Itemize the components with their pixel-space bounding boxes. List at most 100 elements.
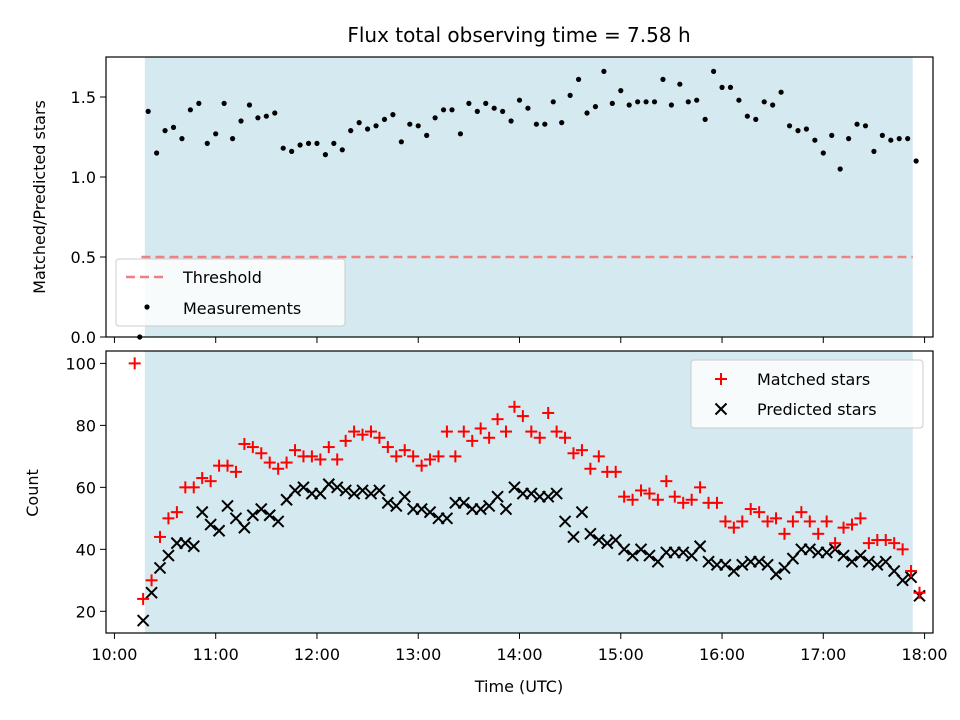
predicted-point — [592, 533, 606, 547]
matched-point — [483, 431, 496, 444]
predicted-point — [525, 487, 538, 500]
top-ytick-label: 1.5 — [71, 88, 96, 107]
cross-b — [204, 518, 217, 531]
matched-point — [888, 537, 901, 550]
top-legend: Threshold Measurements — [115, 258, 346, 327]
legend-matched-marker — [715, 373, 727, 385]
measurement-point — [179, 136, 185, 142]
matched-point — [651, 493, 664, 506]
cross-b — [288, 484, 302, 497]
measurement-point — [635, 99, 641, 105]
measurement-point — [896, 136, 902, 142]
bottom-xtick-label: 11:00 — [193, 645, 239, 664]
measurement-point — [702, 116, 708, 122]
cross-b — [373, 484, 386, 497]
matched-point — [592, 450, 605, 463]
cross-b — [491, 490, 504, 503]
matched-point — [626, 493, 639, 506]
measurement-point — [812, 137, 818, 143]
cross-b — [693, 540, 707, 553]
matched-point — [584, 462, 597, 475]
predicted-point — [693, 540, 707, 553]
matched-point — [761, 515, 774, 528]
measurement-point — [322, 152, 329, 158]
measurement-point — [795, 128, 801, 134]
measurement-point — [744, 113, 750, 119]
predicted-point — [896, 574, 909, 587]
measurement-point — [618, 88, 624, 94]
cross-b — [643, 549, 656, 562]
measurement-point — [660, 76, 666, 82]
x-axis-label: Time (UTC) — [474, 677, 563, 696]
matched-point — [432, 450, 445, 463]
matched-point — [559, 431, 572, 444]
legend-matched-label: Matched stars — [757, 370, 870, 389]
cross-b — [246, 509, 260, 522]
cross-b — [356, 484, 369, 497]
matched-point — [744, 503, 757, 516]
cross-b — [255, 502, 268, 516]
measurement-point — [170, 124, 177, 130]
cross-b — [803, 543, 817, 556]
predicted-point — [803, 543, 817, 556]
measurement-point — [575, 76, 582, 82]
predicted-point — [288, 484, 302, 497]
measurement-point — [255, 115, 261, 121]
matched-point — [162, 512, 175, 525]
measurement-point — [567, 92, 573, 98]
predicted-point — [263, 509, 276, 522]
legend-predicted-label: Predicted stars — [757, 400, 877, 419]
legend-matched-swatch — [715, 373, 727, 385]
matched-point — [424, 453, 437, 466]
matched-point — [786, 515, 799, 528]
matched-point — [643, 487, 656, 500]
measurement-point — [846, 136, 852, 142]
cross-b — [904, 571, 918, 584]
predicted-point — [457, 496, 471, 510]
matched-point — [440, 425, 453, 438]
measurement-point — [280, 145, 286, 151]
predicted-point — [862, 555, 876, 568]
matched-point — [154, 530, 167, 543]
predicted-point — [854, 549, 867, 562]
measurement-point — [626, 102, 632, 108]
matched-point — [508, 400, 521, 413]
measurement-point — [533, 121, 539, 127]
bottom-xtick-label: 17:00 — [800, 645, 846, 664]
measurement-point — [905, 136, 911, 142]
predicted-point — [187, 540, 200, 553]
predicted-point — [499, 502, 513, 516]
cross-b — [761, 558, 774, 572]
matched-point — [204, 475, 217, 488]
measurement-point — [913, 158, 919, 164]
cross-b — [364, 487, 378, 500]
measurement-point — [331, 140, 337, 146]
matched-point — [305, 450, 318, 463]
predicted-point — [331, 481, 344, 494]
matched-point — [466, 434, 479, 447]
measurement-point — [440, 107, 447, 113]
bottom-ytick-label: 40 — [76, 540, 96, 559]
matched-point — [879, 534, 892, 547]
measurement-point — [677, 81, 683, 87]
matched-point — [837, 521, 850, 534]
predicted-point — [423, 505, 437, 519]
measurement-point — [145, 108, 151, 114]
predicted-point — [617, 543, 631, 556]
predicted-point — [904, 571, 918, 584]
cross-b — [457, 496, 471, 510]
measurement-point — [483, 100, 489, 106]
cross-b — [592, 533, 606, 547]
matched-point — [525, 425, 538, 438]
bottom-xticks-layer: 10:00 11:00 12:00 13:00 14:00 15:00 16:00 17:00… — [91, 633, 948, 664]
cross-b — [558, 515, 572, 528]
measurement-point — [820, 150, 826, 156]
matched-point — [356, 428, 369, 441]
matched-point — [812, 527, 825, 540]
predicted-point — [727, 564, 741, 578]
cross-b — [896, 574, 909, 587]
measurement-point — [348, 128, 354, 134]
predicted-point — [179, 536, 192, 550]
predicted-point — [271, 515, 285, 528]
legend-measurements-label: Measurements — [183, 299, 301, 318]
